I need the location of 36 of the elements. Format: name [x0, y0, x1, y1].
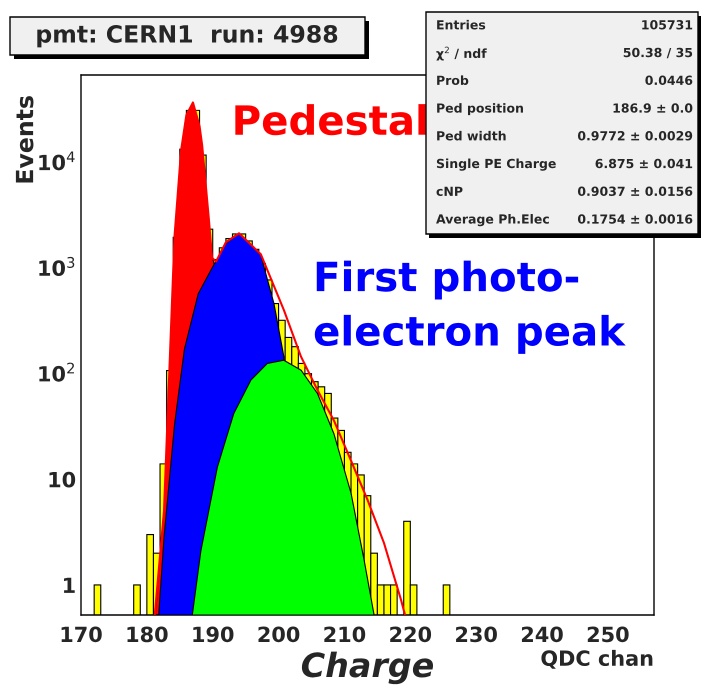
- annotation: 0.1754 ± 0.0016: [578, 214, 692, 224]
- annotation: Ped width: [437, 130, 506, 140]
- y-tick-label: 10$^{2}$: [39, 362, 74, 382]
- text: QDC chan: [541, 650, 652, 669]
- annotation: 186.9 ± 0.0: [614, 103, 692, 113]
- annotation: First photo- electron peak: [314, 260, 626, 354]
- annotation: 0.0446: [645, 76, 692, 85]
- text: 50.38 / 35: [624, 48, 692, 58]
- y-tick-label: 10$^{4}$: [39, 151, 75, 170]
- y-tick-label: 10: [50, 472, 76, 488]
- annotation: 0.9772 ± 0.0029: [578, 131, 692, 140]
- annotation: Prob: [437, 75, 468, 85]
- annotation: Ped position: [437, 103, 523, 116]
- x-tick-label: 230: [456, 626, 497, 642]
- y-tick-label: 1: [64, 578, 75, 593]
- x-tick-label: 180: [127, 626, 168, 642]
- chart-title: pmt: CERN1 run: 4988: [37, 24, 338, 48]
- annotation: 6.875 ± 0.041: [596, 158, 692, 168]
- annotation: cNP: [436, 186, 463, 196]
- annotation: Pedestal: [235, 104, 426, 136]
- annotation: 0.9037 ± 0.0156: [578, 186, 692, 196]
- x-tick-label: 190: [193, 626, 234, 642]
- y-tick-label: 10$^{3}$: [39, 256, 74, 276]
- text: 105731: [642, 20, 692, 30]
- x-tick-label: 170: [62, 626, 102, 642]
- x-tick-label: 200: [258, 626, 300, 642]
- text: Entries: [437, 20, 486, 30]
- x-tick-label: 210: [324, 626, 366, 642]
- x-tick-label: 240: [522, 626, 563, 642]
- x-tick-label: 220: [390, 626, 432, 642]
- annotation: Single PE Charge: [436, 158, 556, 171]
- x-axis-title: Charge: [302, 652, 434, 684]
- text: χ$^{2}$ / ndf: [436, 46, 487, 61]
- y-axis-title: Events: [16, 96, 34, 183]
- x-tick-label: 250: [588, 626, 629, 642]
- annotation: Average Ph.Elec: [436, 214, 549, 226]
